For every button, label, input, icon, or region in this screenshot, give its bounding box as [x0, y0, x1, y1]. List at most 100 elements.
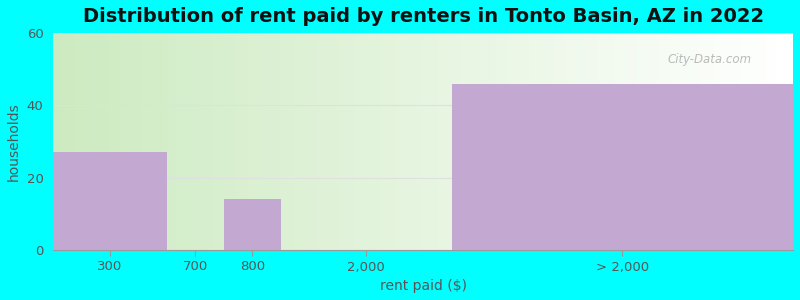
Bar — [233, 33, 236, 250]
Bar — [226, 33, 228, 250]
Bar — [662, 33, 665, 250]
Bar — [122, 33, 125, 250]
Bar — [248, 33, 250, 250]
Bar — [418, 33, 421, 250]
Bar — [682, 33, 685, 250]
Bar — [98, 33, 100, 250]
Bar — [766, 33, 768, 250]
Bar — [325, 33, 327, 250]
Bar — [704, 33, 706, 250]
Bar — [230, 33, 233, 250]
Bar — [171, 33, 174, 250]
Bar — [144, 33, 147, 250]
Bar — [473, 33, 475, 250]
Bar — [154, 33, 157, 250]
Bar — [221, 33, 223, 250]
Bar — [594, 33, 596, 250]
Bar — [729, 33, 731, 250]
Bar — [771, 33, 774, 250]
Bar — [266, 33, 268, 250]
Bar — [694, 33, 697, 250]
Bar — [465, 33, 467, 250]
Bar — [211, 33, 214, 250]
Bar — [620, 33, 623, 250]
Bar — [120, 33, 122, 250]
Bar — [357, 33, 359, 250]
Bar — [615, 33, 618, 250]
Bar — [216, 33, 218, 250]
Bar — [628, 33, 630, 250]
Bar — [406, 33, 408, 250]
Bar — [177, 33, 179, 250]
Bar — [601, 33, 603, 250]
Bar — [642, 33, 645, 250]
Bar — [162, 33, 164, 250]
Bar — [761, 33, 763, 250]
Bar — [588, 33, 591, 250]
Bar — [206, 33, 209, 250]
Bar — [774, 33, 776, 250]
Bar — [751, 33, 754, 250]
Bar — [305, 33, 307, 250]
Bar — [485, 33, 487, 250]
Bar — [596, 33, 598, 250]
Bar — [391, 33, 394, 250]
Bar — [224, 200, 281, 250]
Bar — [519, 33, 522, 250]
Bar — [692, 33, 694, 250]
Bar — [562, 33, 564, 250]
Bar — [497, 33, 499, 250]
Bar — [574, 33, 576, 250]
Bar — [218, 33, 221, 250]
Bar — [610, 33, 613, 250]
Bar — [448, 33, 450, 250]
Bar — [647, 33, 650, 250]
Bar — [505, 33, 507, 250]
Bar — [366, 33, 369, 250]
Bar — [487, 33, 490, 250]
Bar — [440, 33, 443, 250]
Bar — [61, 33, 63, 250]
Bar — [152, 33, 154, 250]
Bar — [514, 33, 517, 250]
Bar — [55, 33, 58, 250]
Bar — [344, 33, 346, 250]
Bar — [307, 33, 310, 250]
Bar — [389, 33, 391, 250]
Bar — [330, 33, 332, 250]
Bar — [342, 33, 344, 250]
Bar — [262, 33, 266, 250]
Bar — [763, 33, 766, 250]
Bar — [450, 33, 453, 250]
Bar — [66, 33, 68, 250]
Bar — [524, 33, 526, 250]
Bar — [179, 33, 182, 250]
Bar — [410, 33, 414, 250]
Bar — [549, 33, 551, 250]
Bar — [157, 33, 159, 250]
Bar — [82, 33, 85, 250]
Bar — [687, 33, 690, 250]
Bar — [278, 33, 280, 250]
Bar — [569, 33, 571, 250]
Bar — [339, 33, 342, 250]
Bar — [526, 33, 529, 250]
Bar — [282, 33, 285, 250]
Bar — [384, 33, 386, 250]
Bar — [394, 33, 396, 250]
Bar — [110, 33, 112, 250]
Bar — [451, 84, 793, 250]
Bar — [731, 33, 734, 250]
Bar — [364, 33, 366, 250]
Bar — [551, 33, 554, 250]
Bar — [68, 33, 70, 250]
Bar — [719, 33, 722, 250]
Bar — [623, 33, 626, 250]
Bar — [416, 33, 418, 250]
Bar — [371, 33, 374, 250]
Bar — [768, 33, 771, 250]
Bar — [788, 33, 790, 250]
Bar — [571, 33, 574, 250]
Bar — [539, 33, 542, 250]
Bar — [209, 33, 211, 250]
